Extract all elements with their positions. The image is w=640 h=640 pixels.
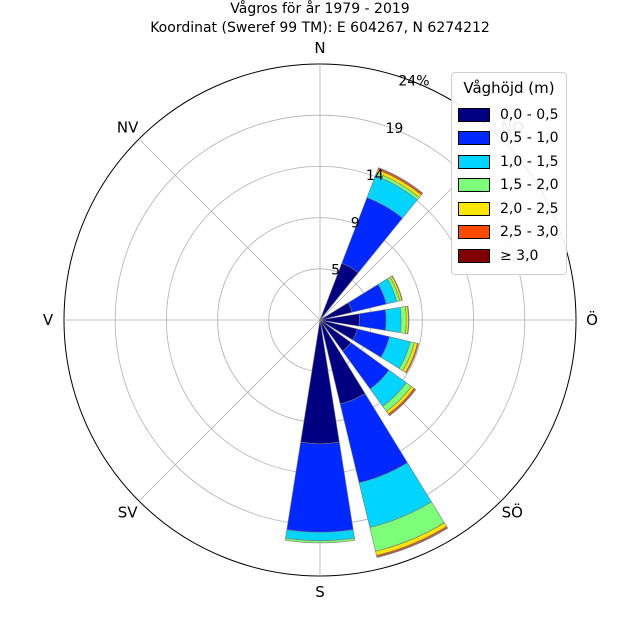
radial-tick-label: 24%: [398, 73, 429, 89]
rose-bar-segment: [377, 167, 424, 195]
legend-label: ≥ 3,0: [500, 247, 539, 264]
legend-label: 1,0 - 1,5: [500, 153, 559, 170]
legend-swatch: [458, 201, 490, 216]
radial-tick-label: 5: [331, 263, 340, 279]
direction-label: Ö: [586, 310, 598, 329]
radial-tick-label: 19: [385, 121, 403, 137]
direction-label: S: [315, 583, 325, 601]
legend-label: 1,5 - 2,0: [500, 177, 559, 194]
chart-title: Vågros för år 1979 - 2019: [230, 1, 410, 17]
grid-spoke: [138, 138, 321, 321]
rose-bar-segment: [358, 309, 387, 331]
legend-swatch: [458, 131, 490, 146]
rose-bar-segment: [399, 306, 407, 334]
direction-label: SÖ: [502, 502, 523, 521]
direction-label: V: [43, 311, 54, 329]
radial-tick-label: 9: [351, 215, 360, 231]
legend-swatch: [458, 178, 490, 193]
legend-item: 1,5 - 2,0: [458, 174, 560, 198]
rose-bar-segment: [405, 343, 419, 374]
direction-label: N: [314, 39, 325, 57]
legend-label: 0,0 - 0,5: [500, 106, 559, 123]
rose-bar-segment: [407, 305, 410, 335]
legend-item: 0,5 - 1,0: [458, 127, 560, 151]
rose-bar-segment: [286, 441, 354, 533]
legend-item: 2,5 - 3,0: [458, 221, 560, 245]
legend-swatch: [458, 248, 490, 263]
legend-label: 2,0 - 2,5: [500, 200, 559, 217]
legend-label: 0,5 - 1,0: [500, 130, 559, 147]
chart-title-block: Vågros för år 1979 - 2019 Koordinat (Swe…: [0, 0, 640, 38]
rose-bar-segment: [388, 388, 417, 417]
rose-bar-segment: [284, 537, 356, 544]
legend-swatch: [458, 225, 490, 240]
legend-item: 1,0 - 1,5: [458, 150, 560, 174]
rose-bar-segment: [376, 527, 449, 558]
legend-title: Våghöjd (m): [463, 79, 555, 97]
rose-bar-segment: [391, 275, 403, 301]
grid-spoke: [138, 319, 321, 502]
legend-swatch: [458, 107, 490, 122]
legend-item: ≥ 3,0: [458, 244, 560, 268]
rose-bar-segment: [384, 306, 402, 334]
radial-tick-label: 14: [366, 168, 384, 184]
legend-item: 2,0 - 2,5: [458, 197, 560, 221]
legend-label: 2,5 - 3,0: [500, 224, 559, 241]
legend-item: 0,0 - 0,5: [458, 103, 560, 127]
chart-subtitle: Koordinat (Sweref 99 TM): E 604267, N 62…: [150, 20, 490, 36]
direction-label: SV: [118, 503, 139, 521]
legend: Våghöjd (m) 0,0 - 0,5 0,5 - 1,0 1,0 - 1,…: [451, 72, 567, 275]
legend-swatch: [458, 154, 490, 169]
direction-label: NV: [117, 119, 139, 137]
